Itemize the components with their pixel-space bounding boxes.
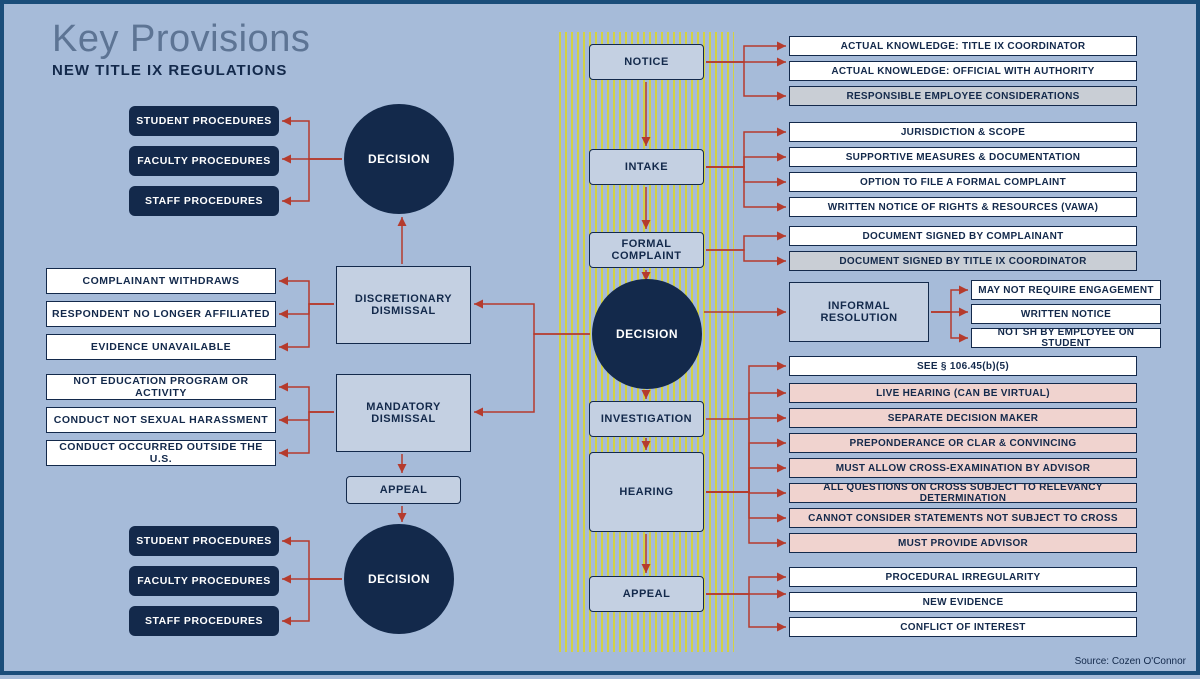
appeal-item-1: NEW EVIDENCE	[789, 592, 1137, 612]
stage-formal: FORMAL COMPLAINT	[589, 232, 704, 268]
hearing-item-3: MUST ALLOW CROSS-EXAMINATION BY ADVISOR	[789, 458, 1137, 478]
notice-item-0: ACTUAL KNOWLEDGE: TITLE IX COORDINATOR	[789, 36, 1137, 56]
informal-resolution: INFORMAL RESOLUTION	[789, 282, 929, 342]
proc-top-0: STUDENT PROCEDURES	[129, 106, 279, 136]
mand-item-1: CONDUCT NOT SEXUAL HARASSMENT	[46, 407, 276, 433]
hearing-item-0: LIVE HEARING (CAN BE VIRTUAL)	[789, 383, 1137, 403]
mand-dismissal: MANDATORY DISMISSAL	[336, 374, 471, 452]
informal-item-1: WRITTEN NOTICE	[971, 304, 1161, 324]
proc-bot-2: STAFF PROCEDURES	[129, 606, 279, 636]
hearing-item-5: CANNOT CONSIDER STATEMENTS NOT SUBJECT T…	[789, 508, 1137, 528]
left-decision-1: DECISION	[344, 104, 454, 214]
proc-top-1: FACULTY PROCEDURES	[129, 146, 279, 176]
hearing-item-2: PREPONDERANCE OR CLAR & CONVINCING	[789, 433, 1137, 453]
stage-decision: DECISION	[592, 279, 702, 389]
disc-item-1: RESPONDENT NO LONGER AFFILIATED	[46, 301, 276, 327]
intake-item-1: SUPPORTIVE MEASURES & DOCUMENTATION	[789, 147, 1137, 167]
formal-item-0: DOCUMENT SIGNED BY COMPLAINANT	[789, 226, 1137, 246]
mand-item-0: NOT EDUCATION PROGRAM OR ACTIVITY	[46, 374, 276, 400]
informal-item-0: MAY NOT REQUIRE ENGAGEMENT	[971, 280, 1161, 300]
appeal-item-2: CONFLICT OF INTEREST	[789, 617, 1137, 637]
hearing-item-6: MUST PROVIDE ADVISOR	[789, 533, 1137, 553]
mand-item-2: CONDUCT OCCURRED OUTSIDE THE U.S.	[46, 440, 276, 466]
left-decision-2: DECISION	[344, 524, 454, 634]
page-subtitle: NEW TITLE IX REGULATIONS	[52, 62, 287, 79]
proc-top-2: STAFF PROCEDURES	[129, 186, 279, 216]
stage-investigation: INVESTIGATION	[589, 401, 704, 437]
appeal-item-0: PROCEDURAL IRREGULARITY	[789, 567, 1137, 587]
intake-item-0: JURISDICTION & SCOPE	[789, 122, 1137, 142]
hearing-item-1: SEPARATE DECISION MAKER	[789, 408, 1137, 428]
page-title: Key Provisions	[52, 18, 310, 61]
disc-dismissal: DISCRETIONARY DISMISSAL	[336, 266, 471, 344]
source-label: Source: Cozen O'Connor	[1075, 656, 1186, 667]
notice-item-2: RESPONSIBLE EMPLOYEE CONSIDERATIONS	[789, 86, 1137, 106]
see-ref: SEE § 106.45(b)(5)	[789, 356, 1137, 376]
disc-item-2: EVIDENCE UNAVAILABLE	[46, 334, 276, 360]
stage-hearing: HEARING	[589, 452, 704, 532]
stage-notice: NOTICE	[589, 44, 704, 80]
intake-item-2: OPTION TO FILE A FORMAL COMPLAINT	[789, 172, 1137, 192]
proc-bot-1: FACULTY PROCEDURES	[129, 566, 279, 596]
hearing-item-4: ALL QUESTIONS ON CROSS SUBJECT TO RELEVA…	[789, 483, 1137, 503]
informal-item-2: NOT SH BY EMPLOYEE ON STUDENT	[971, 328, 1161, 348]
disc-item-0: COMPLAINANT WITHDRAWS	[46, 268, 276, 294]
stage-appeal: APPEAL	[589, 576, 704, 612]
proc-bot-0: STUDENT PROCEDURES	[129, 526, 279, 556]
stage-intake: INTAKE	[589, 149, 704, 185]
left-appeal: APPEAL	[346, 476, 461, 504]
intake-item-3: WRITTEN NOTICE OF RIGHTS & RESOURCES (VA…	[789, 197, 1137, 217]
formal-item-1: DOCUMENT SIGNED BY TITLE IX COORDINATOR	[789, 251, 1137, 271]
notice-item-1: ACTUAL KNOWLEDGE: OFFICIAL WITH AUTHORIT…	[789, 61, 1137, 81]
